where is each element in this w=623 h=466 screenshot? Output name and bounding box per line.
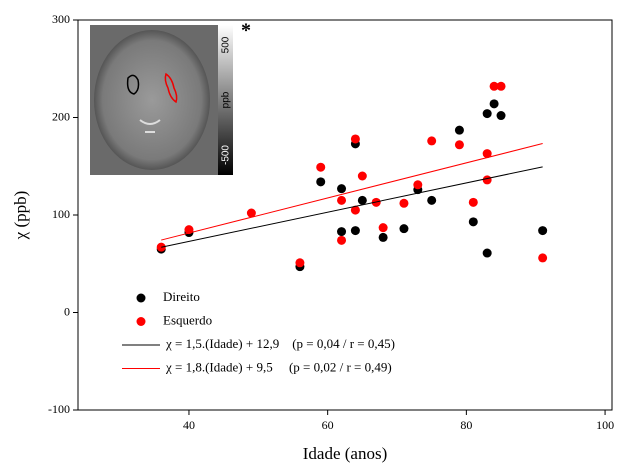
point [482,109,492,119]
x-axis-label: Idade (anos) [303,444,388,463]
colorbar-bottom: -500 [221,145,232,165]
colorbar [218,25,233,175]
point [454,140,464,150]
point [350,134,360,144]
inset-image: 500 ppb -500 * [90,20,251,175]
point [482,149,492,159]
x-tick-label: 60 [322,418,334,432]
y-tick-label: 0 [64,304,70,318]
point [357,195,367,205]
point [378,223,388,233]
y-tick-label: -100 [48,402,70,416]
point [184,225,194,235]
point [337,184,347,194]
point [350,226,360,236]
brain [94,30,210,170]
point [295,258,305,268]
legend-label: χ = 1,5.(Idade) + 12,9 (p = 0,04 / r = 0… [165,336,395,351]
roi-right [126,74,140,95]
point [413,180,423,190]
point [399,224,409,234]
point [399,198,409,208]
colorbar-label: ppb [221,91,232,108]
y-tick-label: 100 [52,207,70,221]
y-tick-label: 300 [52,12,70,26]
point [482,248,492,258]
point [489,81,499,91]
point [496,81,506,91]
point [427,136,437,146]
brain-detail [139,119,161,133]
regression-line [161,166,543,248]
point [489,99,499,109]
y-tick-label: 200 [52,109,70,123]
inset-marker: * [241,20,251,42]
x-tick-label: 100 [596,418,614,432]
y-axis-label: χ (ppb) [11,191,30,241]
legend-marker [136,293,146,303]
point [337,235,347,245]
legend-label: Esquerdo [163,312,212,327]
point [350,205,360,215]
point [468,197,478,207]
point [538,226,548,236]
legend-label: χ = 1,8.(Idade) + 9,5 (p = 0,02 / r = 0,… [165,359,392,374]
point [482,175,492,185]
point [316,177,326,187]
roi-left [164,72,178,104]
x-tick-label: 40 [183,418,195,432]
colorbar-top: 500 [221,36,232,53]
point [454,125,464,135]
point [337,195,347,205]
legend-marker [136,317,146,326]
point [378,232,388,242]
point [496,111,506,121]
legend-label: Direito [163,289,200,304]
regression-line [161,143,543,241]
point [316,162,326,172]
point [538,253,548,263]
x-tick-label: 80 [460,418,472,432]
point [337,227,347,237]
point [357,171,367,181]
point [246,208,256,218]
point [468,217,478,227]
point [427,195,437,205]
